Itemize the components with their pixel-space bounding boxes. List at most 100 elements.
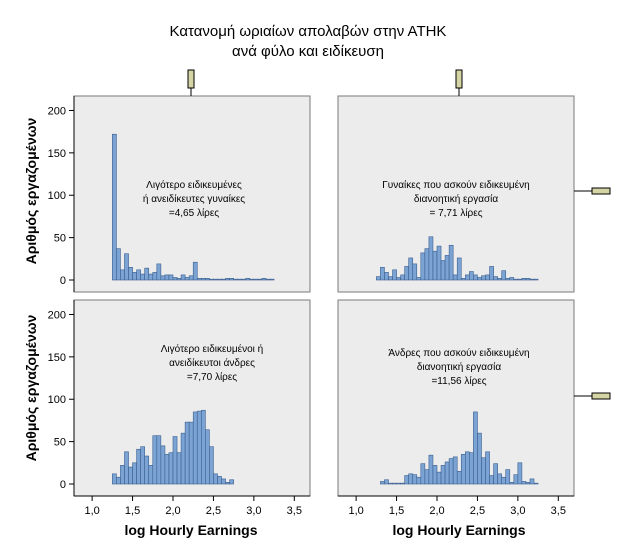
histogram-bar xyxy=(513,278,519,281)
histogram-bar xyxy=(412,263,418,281)
histogram-bar xyxy=(188,421,194,485)
histogram-bar xyxy=(396,277,401,281)
histogram-bar xyxy=(112,473,117,485)
x-tick-label: 1,5 xyxy=(125,505,140,517)
histogram-bar xyxy=(124,253,129,281)
histogram-bar xyxy=(152,435,158,485)
histogram-bar xyxy=(448,244,454,281)
histogram-bar xyxy=(384,479,389,485)
histogram-bar xyxy=(380,481,385,485)
histogram-bar xyxy=(384,272,389,281)
histogram-bar xyxy=(196,410,202,485)
histogram-bar xyxy=(229,278,234,281)
histogram-bar xyxy=(505,469,511,485)
histogram-bar xyxy=(424,248,430,281)
histogram-bar xyxy=(525,278,531,281)
histogram-bar xyxy=(200,409,206,485)
histogram-bar xyxy=(469,271,474,281)
panel-3: Λιγότερο ειδικευμένοι ή ανειδίκευτοι άνδρ… xyxy=(48,299,311,517)
histogram-bar xyxy=(485,274,490,281)
histogram-bar xyxy=(517,278,523,281)
histogram-bar xyxy=(160,275,166,281)
histogram-bar xyxy=(473,411,478,485)
histogram-bar xyxy=(501,476,507,485)
histogram-bar xyxy=(525,482,531,485)
histogram-bar xyxy=(432,250,438,281)
histogram-bar xyxy=(388,276,393,281)
histogram-bar xyxy=(408,257,414,281)
histogram-bar xyxy=(416,277,422,281)
histogram-bar xyxy=(424,469,430,485)
histogram-bar xyxy=(501,270,507,281)
histogram-bar xyxy=(144,267,150,281)
histogram-bar xyxy=(168,274,174,281)
histogram-bar xyxy=(209,278,214,281)
histogram-bar xyxy=(140,273,145,281)
histogram-bar xyxy=(196,278,202,281)
histogram-bar xyxy=(217,278,222,281)
histogram-bar xyxy=(460,454,466,485)
histogram-bar xyxy=(452,274,458,281)
panel-note-line: Γυναίκες που ασκούν ειδικευμένη xyxy=(382,179,529,191)
panel-note-line: =11,56 λίρες xyxy=(431,375,486,387)
histogram-bar xyxy=(269,278,275,281)
histogram-bar xyxy=(477,432,482,485)
histogram-bar xyxy=(184,421,190,485)
histogram-bar xyxy=(205,278,210,281)
histogram-bar xyxy=(464,451,470,485)
panel-note-line: Λιγότερο ειδικευμένες xyxy=(146,179,242,191)
x-tick-label: 1,5 xyxy=(389,505,404,517)
histogram-bar xyxy=(148,273,154,281)
histogram-bar xyxy=(456,257,462,281)
histogram-bar xyxy=(253,278,259,281)
histogram-bar xyxy=(456,470,462,485)
histogram-bar xyxy=(529,278,535,281)
histogram-bar xyxy=(144,455,150,485)
x-tick-label: 3,5 xyxy=(287,505,302,517)
histogram-bar xyxy=(505,278,511,281)
histogram-bar xyxy=(221,278,226,281)
histogram-bar xyxy=(460,278,466,281)
y-axis-label-bottom: Αριθμός εργαζομένων xyxy=(23,314,39,461)
histogram-bar xyxy=(481,457,486,485)
histogram-bar xyxy=(192,411,198,485)
histogram-bar xyxy=(245,278,251,281)
histogram-bar xyxy=(489,266,494,281)
x-tick-label: 1,0 xyxy=(84,505,99,517)
column-strip-marker-1 xyxy=(187,69,195,96)
panel-note-line: Λιγότερο ειδικευμένοι ή xyxy=(161,343,264,355)
histogram-bar xyxy=(156,263,162,281)
histogram-bar xyxy=(152,272,158,281)
histogram-bar xyxy=(420,463,426,485)
histogram-bar xyxy=(225,278,230,281)
y-tick-label: 100 xyxy=(48,394,66,406)
x-tick-label: 3,0 xyxy=(246,505,261,517)
histogram-bar xyxy=(164,274,170,281)
histogram-bar xyxy=(265,278,271,281)
x-axis-label-right: log Hourly Earnings xyxy=(392,522,525,538)
histogram-bar xyxy=(533,482,539,485)
histogram-bar xyxy=(184,277,190,281)
histogram-bar xyxy=(148,465,154,485)
row-strip-marker-2 xyxy=(574,392,611,400)
histogram-bar xyxy=(428,454,434,485)
y-tick-label: 200 xyxy=(48,105,66,117)
histogram-bar xyxy=(237,278,243,281)
histogram-bar xyxy=(120,269,125,281)
histogram-bar xyxy=(209,446,214,485)
panel-note-line: =4,65 λίρες xyxy=(169,207,219,219)
histogram-bar xyxy=(444,461,450,485)
histogram-bar xyxy=(436,245,442,281)
histogram-bar xyxy=(233,278,238,281)
histogram-bar xyxy=(493,463,498,485)
histogram-bar xyxy=(172,436,178,485)
histogram-bar xyxy=(120,465,125,485)
histogram-bar xyxy=(128,266,133,281)
histogram-bar xyxy=(132,272,137,281)
histogram-bar xyxy=(420,252,426,281)
histogram-bar xyxy=(448,458,454,485)
histogram-bar xyxy=(408,473,414,485)
column-strip-icon xyxy=(187,69,195,89)
histogram-bar xyxy=(392,269,397,281)
chart-title-line-2: ανά φύλο και ειδίκευση xyxy=(232,43,384,60)
